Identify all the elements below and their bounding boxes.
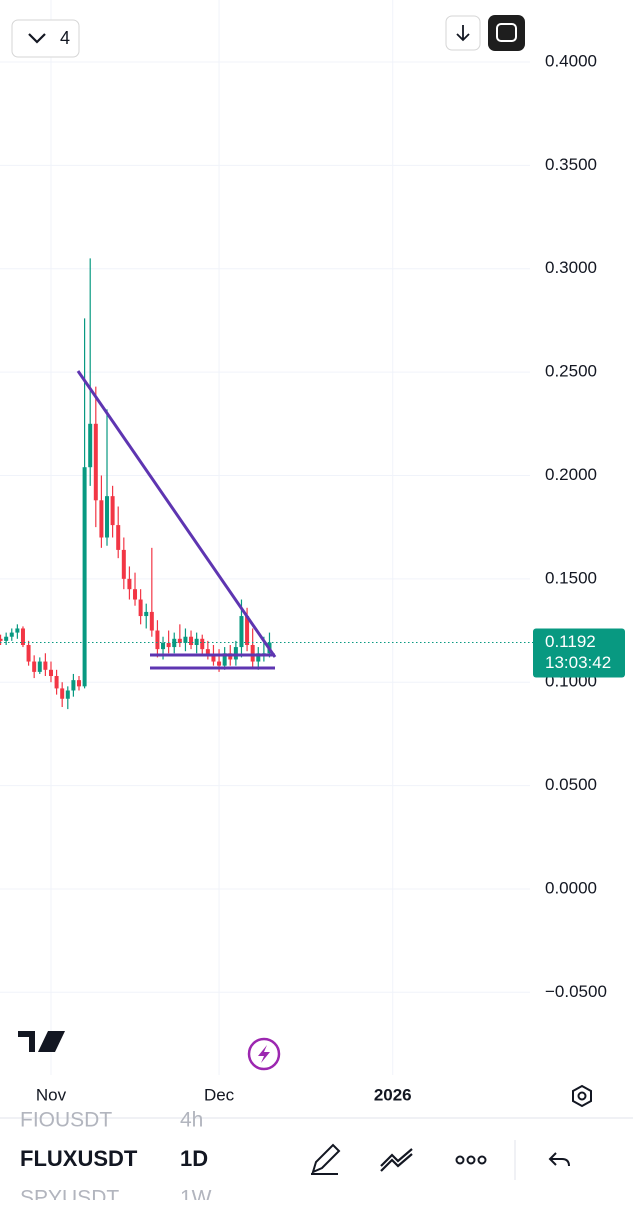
candle-body [116,525,121,550]
interval[interactable]: 1D [180,1146,208,1171]
drawing-toolbar [311,1140,570,1180]
candle-body [133,589,138,600]
chart-overlay [18,1031,592,1108]
y-tick-label: 0.2000 [545,465,597,484]
candle-body [71,680,76,691]
candle-body [256,653,261,662]
candle-body [88,423,93,468]
candle-body [99,500,104,538]
candle-body [166,642,171,648]
candle-body [32,661,37,672]
symbol-picker: FIOUSDT 4h FLUXUSDT 1D SPYUSDT 1W [20,1109,212,1205]
candle-body [144,611,149,617]
x-tick-label: Dec [204,1085,235,1104]
chevron-icon [28,33,46,44]
candle-body [155,630,160,650]
chart-layer [0,258,533,710]
candle-body [93,423,98,501]
candle-body [9,632,14,637]
y-tick-label: 0.4000 [545,52,597,71]
candle-body [177,638,182,643]
candle-body [161,642,166,650]
candle-body [37,661,42,672]
y-tick-label: 0.3500 [545,155,597,174]
symbol[interactable]: FLUXUSDT [20,1146,138,1171]
tradingview-logo[interactable] [18,1031,65,1052]
y-tick-label: −0.0500 [545,982,607,1001]
settings-icon [577,1091,587,1101]
y-tick-label: 0.3000 [545,258,597,277]
lightning-icon [258,1045,270,1063]
top-controls: 4 [11,15,525,58]
candle-body [20,628,25,645]
last-price-label: 0.1192 [545,632,596,651]
candle-body [0,638,3,641]
y-tick-label: 0.2500 [545,362,597,381]
candle-body [200,638,205,650]
candle-body [194,638,199,645]
candle-body [4,636,9,641]
candle-body [183,636,188,643]
interval-button[interactable] [11,19,80,58]
candle-body [127,578,132,590]
settings-button[interactable] [572,1084,592,1108]
drawn-line [76,370,277,658]
candle-body [48,669,53,677]
arrow-icon [456,25,470,42]
interval-count: 4 [60,28,70,48]
candle-body [149,611,154,631]
candle-body [26,645,31,662]
candle-body [250,645,255,662]
user-drawings [76,370,277,670]
candle-body [189,636,194,645]
interval[interactable]: 4h [180,1109,203,1132]
y-tick-label: 0.1500 [545,568,597,587]
candle-body [54,676,59,689]
candle-body [76,680,81,687]
candle-body [82,467,87,687]
candle-body [138,599,143,617]
x-tick-label: Nov [36,1085,67,1104]
x-tick-label: 2026 [374,1085,412,1104]
candle-body [110,496,115,526]
candle-body [172,638,177,648]
candle-body [60,688,65,699]
chart-layer [0,0,530,1075]
interval[interactable]: 1W [180,1187,212,1205]
fullscreen-icon [496,23,517,42]
symbol[interactable]: SPYUSDT [20,1187,119,1205]
candle-body [239,616,244,648]
fullscreen-button[interactable] [488,15,525,51]
candle-body [211,655,216,662]
candle-body [205,649,210,656]
candle-body [43,661,48,670]
y-tick-label: 0.0500 [545,775,597,794]
last-price-badge [533,628,625,678]
candle-body [245,616,250,645]
candle-body [121,549,126,579]
line-tool[interactable] [380,1148,413,1172]
more-button[interactable] [455,1155,487,1165]
symbol[interactable]: FIOUSDT [20,1109,112,1132]
candle-body [217,661,222,666]
candle-body [15,628,20,633]
y-tick-label: 0.0000 [545,878,597,897]
undo-button[interactable] [548,1152,570,1167]
candle-body [222,653,227,666]
pen-tool[interactable] [311,1143,341,1175]
candle-body [65,690,70,699]
candle-body [233,647,238,660]
countdown-label: 13:03:42 [545,653,611,672]
candle-body [105,496,110,538]
